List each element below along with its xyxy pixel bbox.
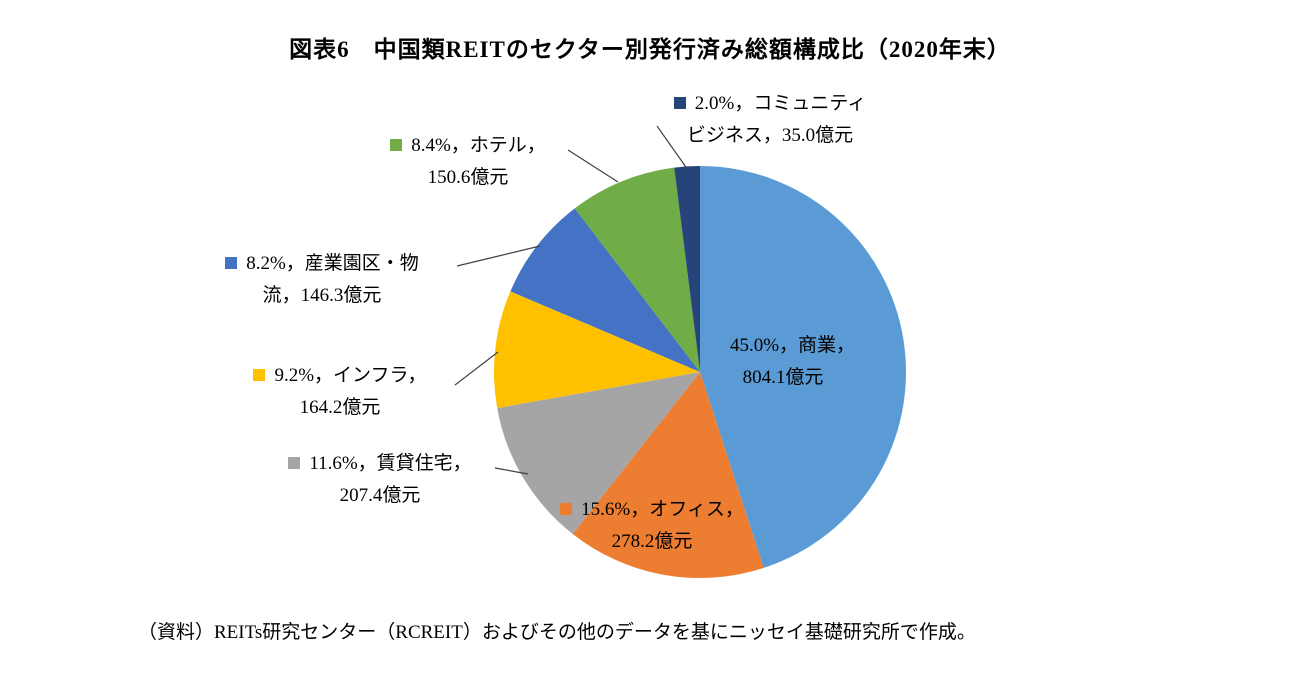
slice-label-text: 8.4%，ホテル， <box>411 135 546 156</box>
leader-line-7 <box>656 125 689 171</box>
slice-label-text: 2.0%，コミュニティ <box>694 93 867 114</box>
slice-label-line: 15.6%，オフィス， <box>532 494 772 526</box>
slice-label-hotel: 8.4%，ホテル， 150.6億元 <box>358 130 578 194</box>
legend-key-icon <box>560 503 573 515</box>
pie-slice-6 <box>574 167 700 372</box>
legend-key-icon <box>253 369 266 381</box>
leader-line-6 <box>567 149 619 183</box>
leader-line-5 <box>456 245 541 267</box>
slice-label-text: 207.4億元 <box>339 485 421 506</box>
slice-label-line: 11.6%，賃貸住宅， <box>262 448 498 480</box>
pie-slice-3 <box>497 372 700 534</box>
slice-label-line: 8.2%，産業園区・物 <box>182 248 462 280</box>
slice-label-text: 流，146.3億元 <box>262 285 382 306</box>
leader-line-3 <box>494 467 529 475</box>
pie-slice-5 <box>510 208 700 372</box>
slice-label-text: ビジネス，35.0億元 <box>686 125 854 146</box>
leader-line-4 <box>454 351 499 386</box>
slice-label-industrial-park-logistics: 8.2%，産業園区・物 流，146.3億元 <box>182 248 462 312</box>
legend-key-icon <box>710 340 722 351</box>
legend-key-icon <box>390 139 403 151</box>
legend-key-icon <box>288 457 301 469</box>
legend-key-icon <box>225 257 238 269</box>
slice-label-rental-housing: 11.6%，賃貸住宅， 207.4億元 <box>262 448 498 512</box>
slice-label-office: 15.6%，オフィス， 278.2億元 <box>532 494 772 558</box>
legend-key-icon <box>673 97 686 109</box>
source-note: （資料）REITs研究センター（RCREIT）およびその他のデータを基にニッセイ… <box>138 622 976 643</box>
pie-slice-2 <box>572 372 764 579</box>
slice-label-line: 2.0%，コミュニティ <box>620 88 920 120</box>
slice-label-text: 164.2億元 <box>299 397 381 418</box>
slice-label-text: 9.2%，インフラ， <box>274 365 427 386</box>
slice-label-line: 45.0%，商業， <box>648 330 918 362</box>
pie-slice-1 <box>700 166 906 568</box>
slice-label-commercial: 45.0%，商業， 804.1億元 <box>648 330 918 394</box>
slice-label-text: 804.1億元 <box>742 367 824 388</box>
pie-slice-4 <box>494 291 700 409</box>
slice-label-line: 8.4%，ホテル， <box>358 130 578 162</box>
slice-label-line: 9.2%，インフラ， <box>222 360 458 392</box>
slice-label-text: 150.6億元 <box>427 167 509 188</box>
slice-label-text: 45.0%，商業， <box>729 335 856 356</box>
chart-title: 図表6 中国類REITのセクター別発行済み総額構成比（2020年末） <box>289 37 1011 62</box>
pie-slice-7 <box>674 165 700 372</box>
slice-label-text: 11.6%，賃貸住宅， <box>309 453 472 474</box>
slice-label-text: 278.2億元 <box>611 531 693 552</box>
slice-label-community-business: 2.0%，コミュニティ ビジネス，35.0億元 <box>620 88 920 152</box>
slice-label-infrastructure: 9.2%，インフラ， 164.2億元 <box>222 360 458 424</box>
slice-label-text: 15.6%，オフィス， <box>581 499 744 520</box>
slice-label-text: 8.2%，産業園区・物 <box>246 253 419 274</box>
